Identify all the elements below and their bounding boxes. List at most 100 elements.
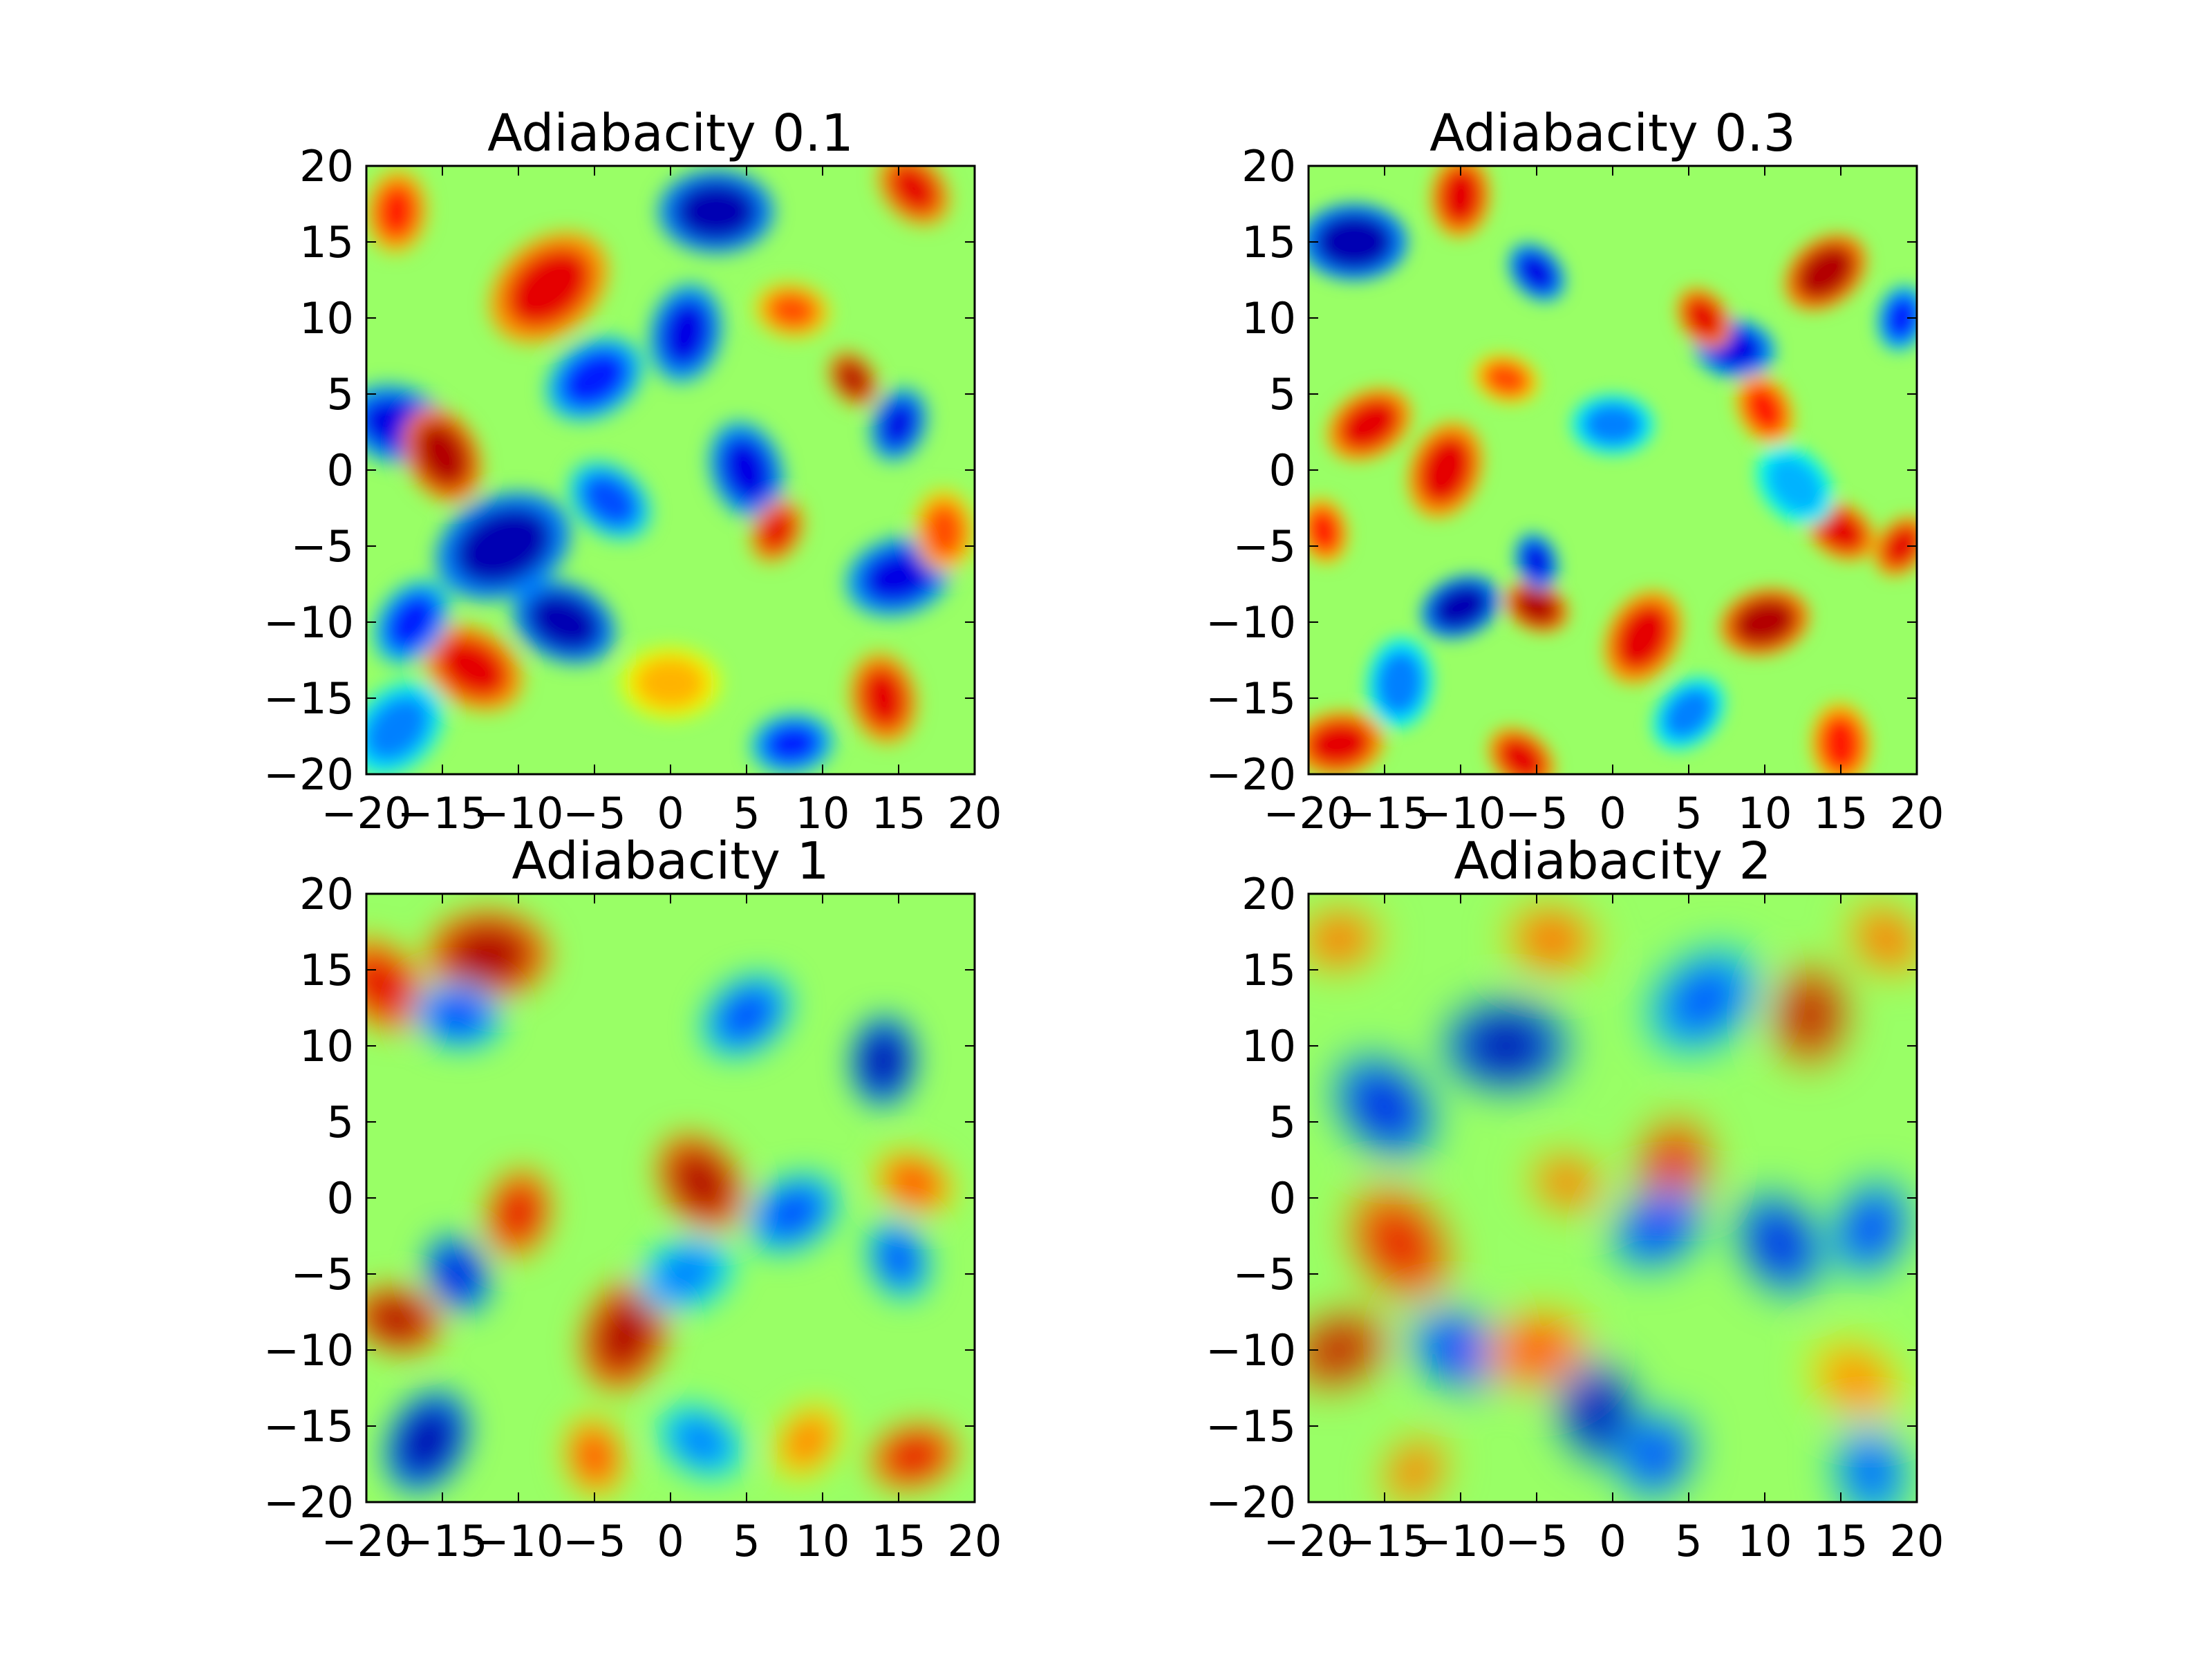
- field-blob: [1347, 1069, 1422, 1145]
- field-blob: [673, 180, 759, 243]
- field-blob: [765, 290, 820, 330]
- field-blob: [859, 1027, 908, 1095]
- field-blob: [1513, 588, 1560, 626]
- field-blob: [888, 166, 940, 216]
- field-blob: [719, 434, 774, 506]
- x-tick-label: 0: [1599, 788, 1626, 838]
- y-tick-label: 15: [1241, 945, 1296, 995]
- field-blob: [713, 984, 780, 1047]
- field-blob: [366, 1294, 430, 1345]
- y-tick-label: 0: [1269, 445, 1296, 496]
- x-tick-label: 15: [872, 1516, 926, 1566]
- y-tick-label: −15: [1206, 1401, 1296, 1452]
- field-blob: [1431, 583, 1490, 630]
- heatmap-plot-area: [1307, 165, 1918, 776]
- x-tick-label: −5: [563, 788, 626, 838]
- field-blob: [526, 591, 602, 653]
- y-tick-label: 20: [299, 141, 354, 191]
- x-tick-label: −15: [397, 788, 488, 838]
- field-blob: [559, 348, 630, 410]
- x-tick-label: −5: [1505, 788, 1568, 838]
- field-blob: [1540, 1162, 1594, 1203]
- x-tick-label: 10: [796, 788, 850, 838]
- x-tick-label: −10: [1416, 1516, 1506, 1566]
- y-tick-label: 5: [327, 369, 354, 420]
- field-blob: [1309, 507, 1342, 555]
- field-blob: [375, 181, 419, 242]
- field-blob: [1309, 719, 1373, 769]
- field-blob: [758, 507, 796, 554]
- y-tick-label: 15: [299, 217, 354, 268]
- y-tick-label: 0: [327, 1173, 354, 1224]
- clipped-field: [366, 894, 975, 1502]
- field-blob: [1520, 540, 1553, 583]
- field-blob: [1884, 294, 1917, 342]
- x-tick-label: −20: [1264, 788, 1354, 838]
- field-blob: [1515, 250, 1558, 294]
- field-blob: [1743, 383, 1787, 435]
- field-blob: [572, 1426, 617, 1487]
- x-tick-label: 0: [657, 1516, 684, 1566]
- y-tick-label: 5: [1269, 1097, 1296, 1147]
- y-tick-label: −10: [1206, 597, 1296, 648]
- x-tick-label: 0: [657, 788, 684, 838]
- y-tick-label: 10: [299, 293, 354, 344]
- field-blob: [1582, 402, 1643, 447]
- x-tick-label: −20: [1264, 1516, 1354, 1566]
- field-blob: [1309, 1322, 1374, 1378]
- panel-adiabacity-0-1: Adiabacity 0.1 −20−15−10−5 0 5 10 15 20−20−15…: [263, 104, 1002, 838]
- y-tick-label: −20: [263, 749, 354, 800]
- field-blob: [1362, 1201, 1438, 1286]
- y-tick-label: 15: [1241, 217, 1296, 268]
- field-blob: [1647, 1131, 1700, 1204]
- field-blob: [442, 921, 534, 988]
- panel-adiabacity-2: Adiabacity 2 −20−15−10−5 0 5 10 15 20−20−15−1…: [1206, 832, 1944, 1566]
- field-blob: [505, 246, 593, 329]
- x-tick-label: 15: [1814, 1516, 1868, 1566]
- field-blob: [669, 1414, 733, 1469]
- field-blob: [1795, 244, 1856, 301]
- y-tick-label: −10: [263, 1325, 354, 1376]
- field-blob: [1392, 1446, 1438, 1497]
- y-tick-label: 10: [299, 1021, 354, 1071]
- y-tick-label: −15: [1206, 673, 1296, 724]
- field-blob: [758, 1183, 827, 1243]
- field-blob: [1423, 1319, 1499, 1381]
- y-tick-label: −20: [1206, 1477, 1296, 1528]
- field-blob: [1497, 735, 1546, 774]
- x-tick-label: 10: [1738, 1516, 1792, 1566]
- field-blob: [1438, 166, 1483, 227]
- field-blobs: [366, 166, 974, 774]
- field-blob: [1614, 603, 1672, 672]
- field-blob: [922, 500, 966, 561]
- x-tick-label: 20: [1890, 788, 1944, 838]
- field-blob: [859, 665, 908, 731]
- x-tick-label: −20: [321, 788, 412, 838]
- field-blob: [877, 397, 920, 451]
- field-blob: [1497, 1320, 1576, 1380]
- field-blob: [859, 547, 938, 606]
- field-blob: [1881, 523, 1917, 569]
- y-tick-label: −5: [1233, 521, 1296, 572]
- x-tick-label: −10: [1416, 788, 1506, 838]
- field-blob: [579, 472, 640, 529]
- field-blob: [1684, 295, 1724, 341]
- field-blob: [413, 420, 471, 490]
- field-blob: [366, 950, 416, 1020]
- x-tick-label: −5: [1505, 1516, 1568, 1566]
- clipped-field: [1309, 166, 1917, 774]
- field-blob: [782, 1413, 833, 1470]
- x-tick-label: −5: [563, 1516, 626, 1566]
- field-blob: [1338, 397, 1401, 451]
- field-blob: [668, 1146, 734, 1219]
- y-tick-label: −10: [263, 597, 354, 648]
- y-tick-label: 10: [1241, 1021, 1296, 1071]
- field-blob: [634, 656, 707, 710]
- field-blob: [762, 722, 823, 766]
- field-blob: [1766, 456, 1824, 515]
- field-blob: [1749, 1206, 1811, 1282]
- field-blob: [494, 1180, 543, 1246]
- field-blob: [1662, 686, 1716, 740]
